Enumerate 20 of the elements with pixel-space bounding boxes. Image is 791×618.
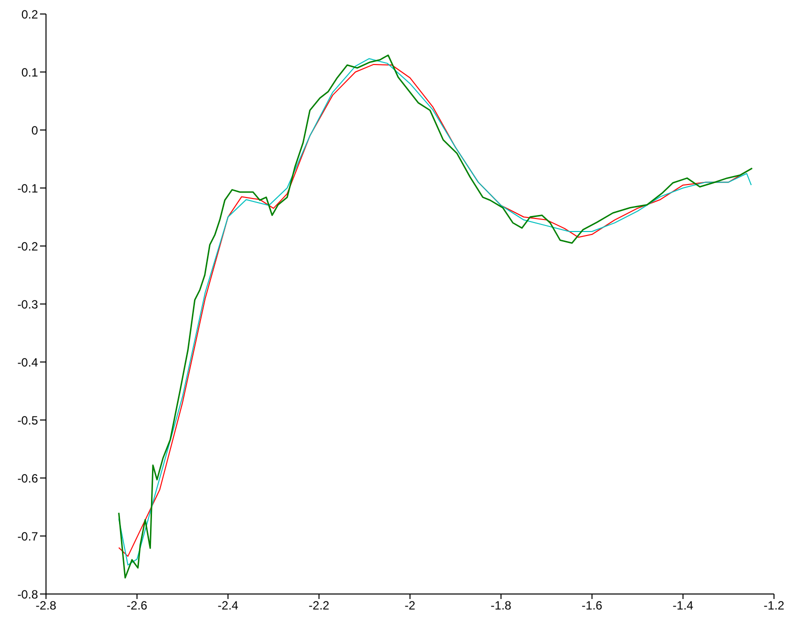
x-tick-label: -1.8: [490, 598, 512, 613]
y-tick-label: -0.8: [17, 587, 38, 602]
x-tick-label: -1.4: [672, 598, 694, 613]
y-tick-label: -0.7: [17, 529, 38, 544]
x-tick-label: -2.8: [36, 598, 57, 613]
y-tick-label: -0.5: [17, 413, 38, 428]
y-tick-label: -0.2: [17, 239, 38, 254]
y-tick-label: 0: [31, 123, 38, 138]
x-tick-label: -2.2: [308, 598, 330, 613]
y-tick-label: 0.2: [21, 7, 38, 22]
x-tick-label: -2.4: [218, 598, 239, 613]
x-tick-label: -2: [404, 598, 416, 613]
y-tick-label: -0.3: [17, 297, 38, 312]
y-tick-label: 0.1: [21, 65, 38, 80]
y-tick-label: -0.6: [17, 471, 38, 486]
y-tick-label: -0.4: [17, 355, 38, 370]
y-tick-label: -0.1: [17, 181, 38, 196]
x-tick-label: -1.2: [764, 598, 785, 613]
x-tick-label: -2.6: [126, 598, 148, 613]
x-tick-label: -1.6: [582, 598, 603, 613]
